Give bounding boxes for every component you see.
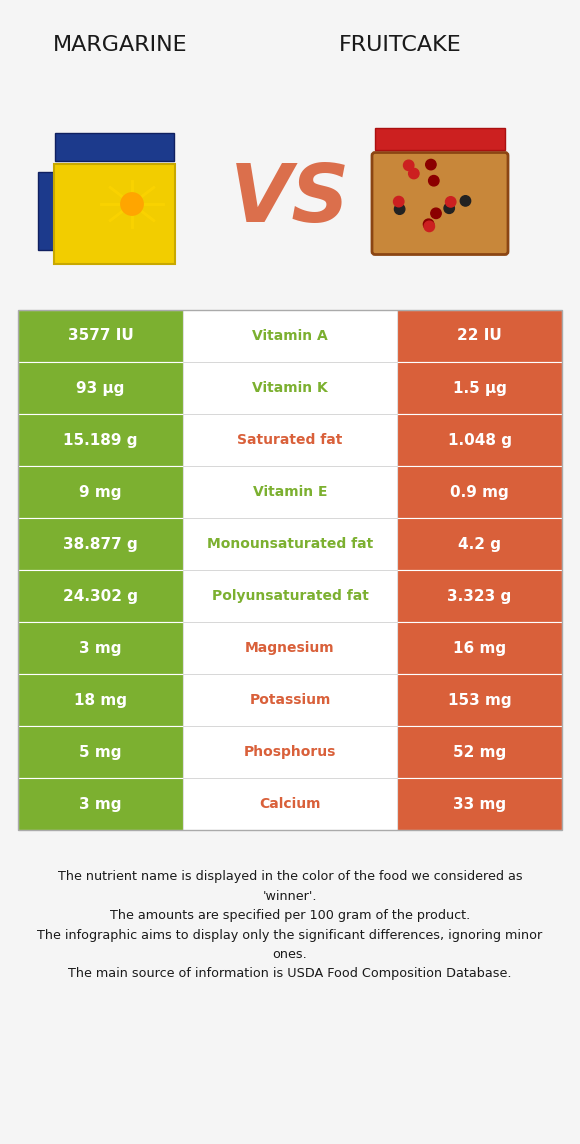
Circle shape — [393, 197, 404, 207]
Bar — [183, 518, 397, 570]
Text: 9 mg: 9 mg — [79, 485, 122, 500]
Bar — [397, 414, 562, 466]
Text: 15.189 g: 15.189 g — [63, 432, 138, 447]
Circle shape — [429, 175, 439, 186]
Bar — [397, 622, 562, 674]
Text: 16 mg: 16 mg — [453, 641, 506, 656]
Text: 1.5 μg: 1.5 μg — [452, 381, 506, 396]
Text: 153 mg: 153 mg — [448, 692, 512, 707]
Bar — [397, 362, 562, 414]
Text: Monounsaturated fat: Monounsaturated fat — [207, 537, 373, 551]
Bar — [18, 310, 183, 362]
Text: Potassium: Potassium — [249, 693, 331, 707]
Text: FRUITCAKE: FRUITCAKE — [339, 35, 461, 55]
Bar — [183, 466, 397, 518]
Bar — [18, 362, 183, 414]
FancyBboxPatch shape — [375, 128, 505, 150]
Bar — [18, 674, 183, 726]
Text: 1.048 g: 1.048 g — [448, 432, 512, 447]
Circle shape — [394, 204, 405, 214]
Text: 4.2 g: 4.2 g — [458, 537, 501, 551]
Bar — [397, 726, 562, 778]
Bar — [183, 726, 397, 778]
Text: Vitamin A: Vitamin A — [252, 329, 328, 343]
FancyBboxPatch shape — [38, 172, 58, 249]
Bar — [18, 570, 183, 622]
Bar — [183, 674, 397, 726]
Bar — [18, 622, 183, 674]
Text: 18 mg: 18 mg — [74, 692, 127, 707]
Text: Saturated fat: Saturated fat — [237, 432, 343, 447]
Bar — [183, 414, 397, 466]
Circle shape — [445, 197, 456, 207]
Text: 33 mg: 33 mg — [453, 796, 506, 811]
Text: 5 mg: 5 mg — [79, 745, 122, 760]
Circle shape — [424, 221, 434, 231]
Circle shape — [431, 208, 441, 219]
Bar — [18, 778, 183, 831]
Bar — [183, 362, 397, 414]
Circle shape — [444, 202, 454, 214]
Bar — [397, 518, 562, 570]
Text: 24.302 g: 24.302 g — [63, 588, 138, 604]
Bar — [397, 778, 562, 831]
Text: 3 mg: 3 mg — [79, 641, 122, 656]
Text: VS: VS — [230, 161, 350, 239]
Text: Vitamin K: Vitamin K — [252, 381, 328, 395]
Bar — [183, 570, 397, 622]
Text: 22 IU: 22 IU — [457, 328, 502, 343]
Bar — [397, 310, 562, 362]
Bar — [183, 778, 397, 831]
Text: 93 μg: 93 μg — [77, 381, 125, 396]
Text: 0.9 mg: 0.9 mg — [450, 485, 509, 500]
Text: Phosphorus: Phosphorus — [244, 745, 336, 758]
Circle shape — [121, 193, 143, 215]
Circle shape — [426, 159, 436, 169]
FancyBboxPatch shape — [372, 152, 508, 254]
Circle shape — [404, 160, 414, 170]
Bar — [18, 726, 183, 778]
Bar — [183, 310, 397, 362]
Text: Polyunsaturated fat: Polyunsaturated fat — [212, 589, 368, 603]
Text: Vitamin E: Vitamin E — [253, 485, 327, 499]
Text: Magnesium: Magnesium — [245, 641, 335, 656]
Text: MARGARINE: MARGARINE — [53, 35, 187, 55]
Bar — [18, 466, 183, 518]
Bar — [18, 414, 183, 466]
Circle shape — [409, 168, 419, 178]
Text: 3577 IU: 3577 IU — [68, 328, 133, 343]
Text: 3 mg: 3 mg — [79, 796, 122, 811]
FancyBboxPatch shape — [54, 164, 175, 263]
Bar — [397, 570, 562, 622]
Bar — [397, 466, 562, 518]
Text: 52 mg: 52 mg — [453, 745, 506, 760]
Text: The nutrient name is displayed in the color of the food we considered as
'winner: The nutrient name is displayed in the co… — [37, 869, 543, 980]
Circle shape — [461, 196, 470, 206]
Bar — [183, 622, 397, 674]
FancyBboxPatch shape — [55, 133, 174, 161]
Bar — [18, 518, 183, 570]
Text: 38.877 g: 38.877 g — [63, 537, 138, 551]
Bar — [397, 674, 562, 726]
Bar — [18, 310, 562, 831]
Text: Calcium: Calcium — [259, 797, 321, 811]
Circle shape — [423, 219, 434, 230]
Text: 3.323 g: 3.323 g — [447, 588, 512, 604]
